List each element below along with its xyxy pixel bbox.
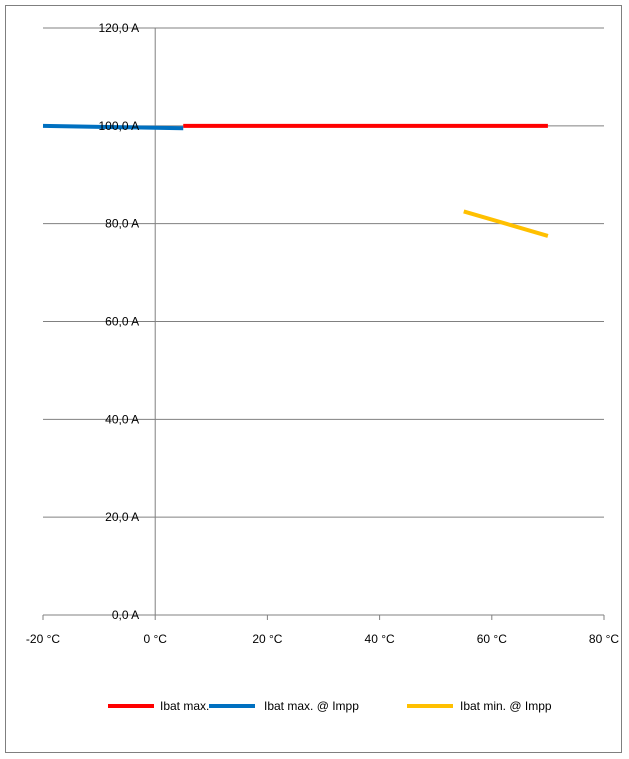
legend-label-3: Ibat min. @ Impp: [460, 699, 552, 713]
x-tick-labels: -20 °C 0 °C 20 °C 40 °C 60 °C 80 °C: [26, 632, 619, 646]
x-tick-label: -20 °C: [26, 632, 60, 646]
y-tick-label: 120,0 A: [98, 21, 139, 35]
legend: Ibat max. Ibat max. @ Impp Ibat min. @ Imp…: [108, 699, 552, 713]
legend-label-1: Ibat max.: [160, 699, 209, 713]
y-tick-labels: 0,0 A 20,0 A 40,0 A 60,0 A 80,0 A 100,0 A 120,…: [98, 21, 139, 622]
y-tick-label: 20,0 A: [105, 510, 139, 524]
y-tick-label: 60,0 A: [105, 315, 139, 329]
series-line-3: [463, 209, 549, 238]
x-tick-label: 20 °C: [252, 632, 282, 646]
legend-label-2: Ibat max. @ Impp: [264, 699, 359, 713]
y-tick-label: 0,0 A: [112, 608, 139, 622]
x-tick-label: 80 °C: [589, 632, 619, 646]
x-tick-label: 40 °C: [365, 632, 395, 646]
chart-frame: [5, 5, 622, 753]
y-tick-label: 100,0 A: [98, 119, 139, 133]
x-tick-label: 60 °C: [477, 632, 507, 646]
y-tick-label: 40,0 A: [105, 412, 139, 426]
y-tick-label: 80,0 A: [105, 217, 139, 231]
x-tick-label: 0 °C: [143, 632, 167, 646]
series-line-2: [42, 123, 184, 131]
series-lines: [42, 123, 549, 238]
